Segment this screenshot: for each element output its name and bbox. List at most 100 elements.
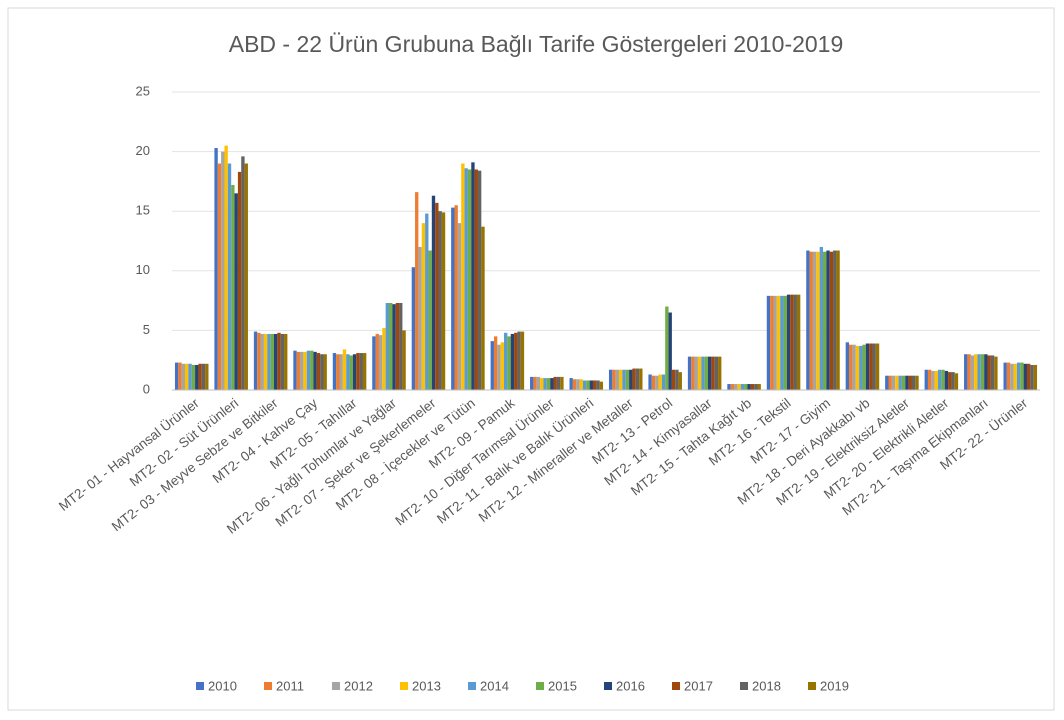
bar [1030, 364, 1034, 390]
bar [938, 369, 942, 390]
bar [382, 328, 386, 390]
bar [625, 369, 630, 390]
bar [359, 353, 363, 390]
bar [471, 162, 475, 390]
bar [718, 356, 722, 390]
legend-label: 2017 [684, 678, 713, 693]
bar [332, 353, 337, 390]
bar [648, 374, 652, 390]
bar [517, 331, 521, 390]
legend-label: 2015 [548, 678, 577, 693]
bar [747, 384, 751, 390]
bar [1006, 362, 1011, 390]
bar [862, 344, 866, 390]
bar [260, 333, 264, 390]
bar [941, 369, 945, 390]
bar [546, 378, 551, 390]
bar [500, 342, 505, 390]
bar [826, 250, 830, 390]
bar [536, 376, 541, 390]
bar [849, 344, 853, 390]
bar [1033, 364, 1038, 390]
bar [869, 343, 873, 390]
y-tick-label: 15 [136, 203, 150, 218]
bar [543, 378, 547, 390]
bar [421, 223, 426, 390]
bar [596, 380, 600, 390]
bar [599, 381, 604, 390]
bar [924, 369, 928, 390]
bar [402, 330, 406, 390]
bar [497, 344, 501, 390]
bar [385, 302, 389, 390]
bar [845, 342, 850, 390]
bar [809, 251, 813, 390]
bar [191, 364, 196, 390]
bar [750, 384, 755, 390]
bar [300, 351, 304, 390]
bar [898, 375, 902, 390]
bar [987, 355, 991, 390]
bar [431, 195, 436, 390]
bar [773, 295, 777, 390]
bar [655, 375, 659, 390]
legend-label: 2012 [344, 678, 373, 693]
bar [221, 151, 225, 390]
chart-title: ABD - 22 Ürün Grubuna Bağlı Tarife Göste… [229, 31, 844, 57]
bar [615, 369, 620, 390]
bar [895, 375, 899, 390]
bar [418, 246, 422, 390]
bar [514, 332, 518, 390]
bar [855, 345, 860, 390]
bar [948, 372, 952, 390]
bar [244, 163, 248, 390]
bar [316, 353, 321, 390]
bar [411, 267, 416, 390]
bar [908, 375, 912, 390]
bar [651, 375, 656, 390]
bar [540, 378, 544, 390]
bar [310, 350, 314, 390]
legend-swatch [672, 682, 680, 690]
bar [786, 294, 791, 390]
legend-swatch [604, 682, 612, 690]
bar [888, 375, 892, 390]
bar [227, 163, 232, 390]
bar [372, 336, 376, 390]
bar [1020, 362, 1024, 390]
bar [569, 378, 573, 390]
bar [378, 335, 383, 390]
bar [608, 369, 613, 390]
bar [438, 211, 442, 390]
bar [313, 351, 317, 390]
bar [812, 251, 817, 390]
bar [872, 343, 876, 390]
bar [964, 354, 968, 390]
legend-swatch [740, 682, 748, 690]
legend-swatch [400, 682, 408, 690]
bar [454, 205, 458, 390]
bar [504, 332, 508, 390]
bar [425, 213, 429, 390]
bar [697, 356, 702, 390]
bar [671, 369, 676, 390]
bar [217, 163, 222, 390]
bar [635, 368, 640, 390]
bar [579, 379, 583, 390]
bar [201, 363, 206, 390]
bar [833, 250, 837, 390]
bar [174, 362, 179, 390]
bar [356, 353, 360, 390]
bar [582, 380, 587, 390]
bar [1013, 363, 1017, 390]
bar [687, 356, 692, 390]
bar [441, 212, 446, 390]
bar [704, 356, 708, 390]
legend-swatch [264, 682, 272, 690]
bar [823, 251, 827, 390]
bar [783, 295, 787, 390]
bar [905, 375, 909, 390]
bar [974, 354, 978, 390]
y-tick-label: 10 [136, 262, 150, 277]
bar [280, 333, 285, 390]
